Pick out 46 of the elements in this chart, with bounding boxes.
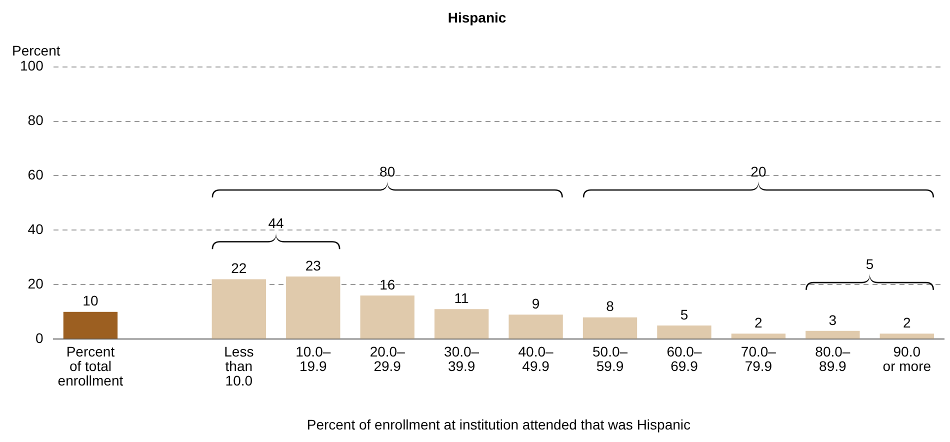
data-label: 2 xyxy=(754,314,763,331)
x-tick-label: 60.0–69.9 xyxy=(666,343,702,374)
bar xyxy=(286,276,340,339)
y-tick-label: 40 xyxy=(28,221,44,238)
y-tick-label: 100 xyxy=(20,58,44,74)
x-tick-label: 20.0–29.9 xyxy=(370,343,406,374)
data-label: 9 xyxy=(532,295,540,312)
bar xyxy=(360,296,414,339)
chart-title: Hispanic xyxy=(448,9,506,26)
data-label: 11 xyxy=(454,290,470,306)
bar xyxy=(212,279,266,339)
x-tick-label: 40.0–49.9 xyxy=(518,343,554,374)
bar xyxy=(731,334,786,339)
y-tick-label: 60 xyxy=(28,166,44,183)
y-tick-label: 20 xyxy=(28,276,44,292)
bar xyxy=(657,325,712,339)
x-tick-label: 70.0–79.9 xyxy=(740,343,776,374)
data-label: 5 xyxy=(680,306,688,322)
annotation: 80 xyxy=(380,163,396,180)
bar xyxy=(582,317,638,339)
data-label: 10 xyxy=(82,292,98,309)
annotation: 5 xyxy=(866,256,874,272)
x-axis-title: Percent of enrollment at institution attended that was Hispanic xyxy=(306,416,691,432)
data-label: 2 xyxy=(902,314,911,331)
y-tick-label: 80 xyxy=(28,112,44,128)
data-label: 23 xyxy=(305,257,322,274)
annotation: 20 xyxy=(750,163,766,180)
bar xyxy=(880,334,934,339)
x-tick-label: 30.0–39.9 xyxy=(444,343,480,374)
y-axis-title: Percent xyxy=(12,42,60,59)
x-tick-label: 90.0 or more xyxy=(882,343,932,374)
bar xyxy=(806,330,860,339)
data-label: 8 xyxy=(606,298,614,314)
x-tick-label: Less than 10.0 xyxy=(224,343,254,389)
bar xyxy=(63,312,118,339)
annotation: 44 xyxy=(268,215,284,232)
x-tick-label: 10.0–19.9 xyxy=(296,343,331,374)
data-label: 3 xyxy=(828,312,837,328)
data-label: 22 xyxy=(231,260,247,276)
bar xyxy=(508,314,563,339)
bar xyxy=(434,309,489,339)
data-label: 16 xyxy=(380,276,396,292)
x-tick-label: 80.0–89.9 xyxy=(815,343,850,374)
x-tick-label: 50.0–59.9 xyxy=(592,343,628,374)
y-tick-label: 0 xyxy=(36,330,44,346)
x-tick-label: Percent of total enrollment xyxy=(58,343,124,389)
